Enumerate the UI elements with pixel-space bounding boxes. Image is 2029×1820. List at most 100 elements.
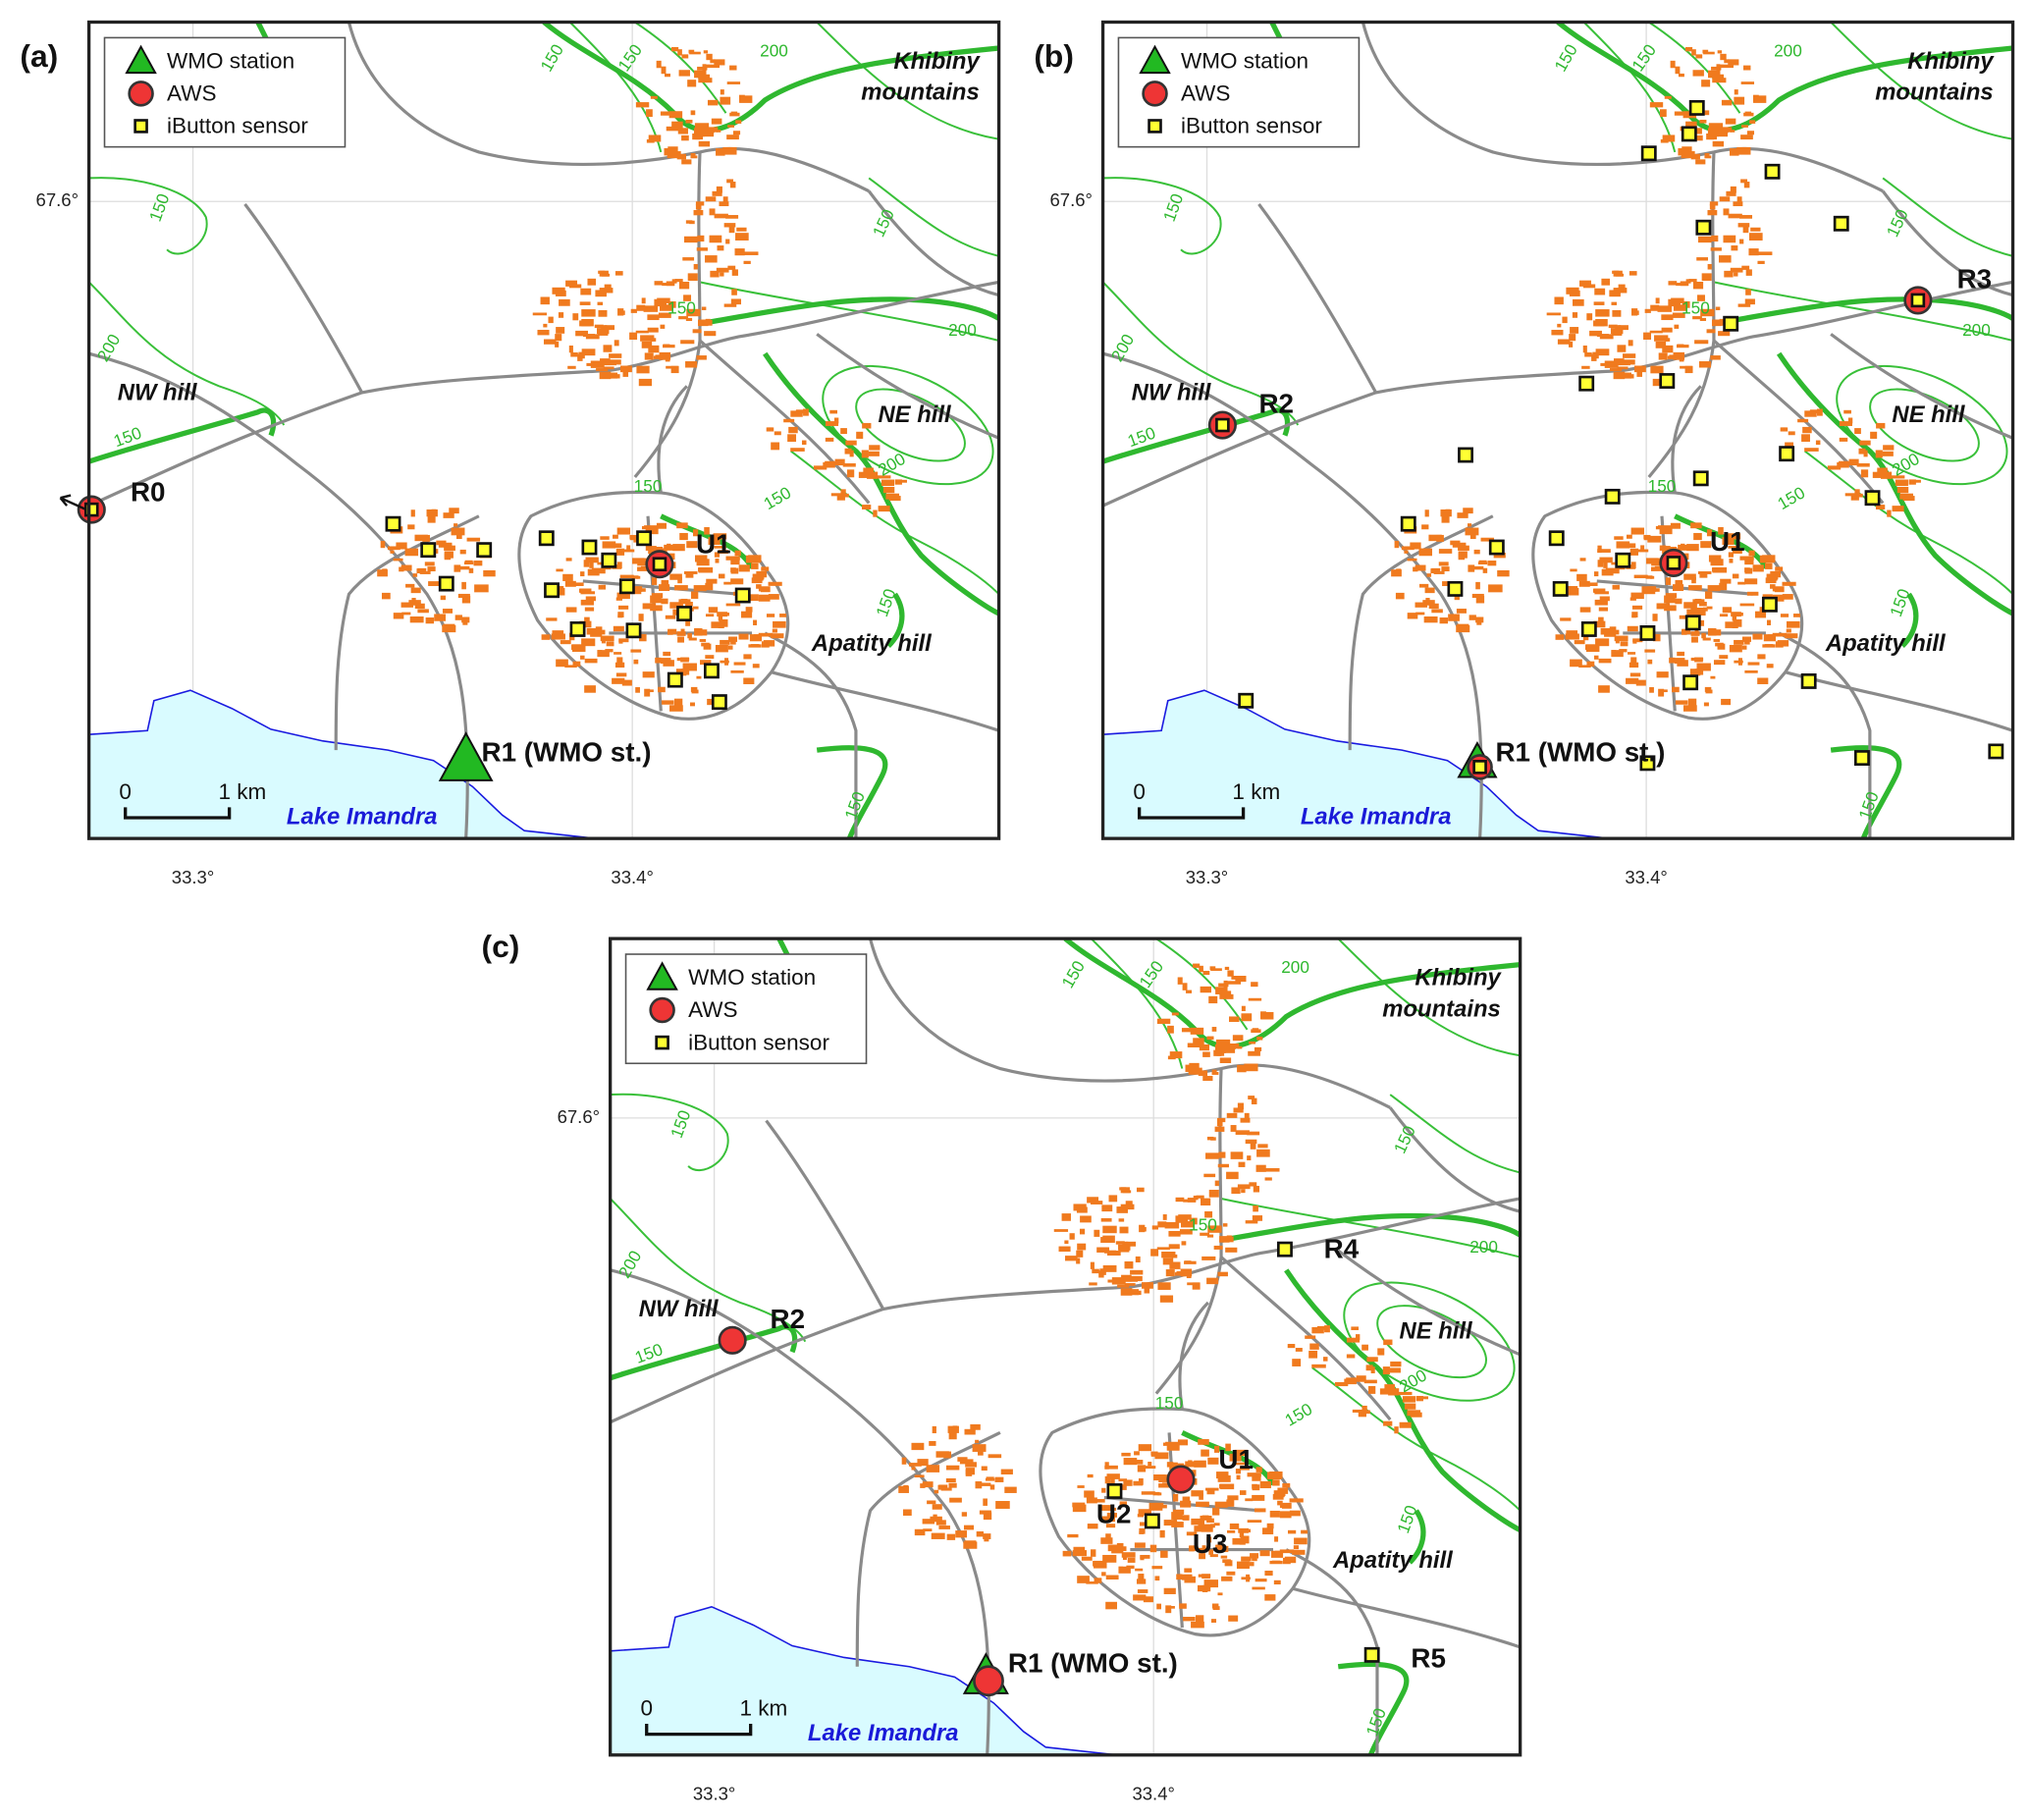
ibutton-sensor — [703, 663, 720, 679]
map-frame — [608, 937, 1522, 1757]
mountain-label: mountains — [1382, 995, 1500, 1022]
ibutton-sensor — [1988, 743, 2004, 760]
ibutton-sensor — [1148, 119, 1162, 134]
contour-label: 150 — [1648, 476, 1677, 496]
ibutton-sensor — [1488, 539, 1505, 556]
station-label: R1 (WMO st.) — [482, 736, 652, 767]
ibutton-sensor — [652, 557, 667, 572]
wmo-marker — [125, 44, 157, 75]
scale-bar — [645, 1724, 753, 1737]
ibutton-sensor — [569, 621, 586, 637]
legend-label: WMO station — [167, 49, 294, 74]
ibutton-sensor — [636, 530, 653, 547]
ibutton-sensor — [1552, 580, 1569, 597]
legend-label: iButton sensor — [167, 114, 308, 138]
place-label: Apatity hill — [1825, 630, 1947, 657]
station-label: R5 — [1411, 1642, 1446, 1673]
station-label: U1 — [1218, 1444, 1254, 1474]
longitude-label: 33.4° — [611, 867, 653, 887]
legend-label: AWS — [1181, 81, 1230, 106]
contour-label: 200 — [1469, 1237, 1498, 1257]
station-label: U1 — [1710, 526, 1745, 557]
ibutton-sensor — [1578, 375, 1595, 392]
ibutton-sensor — [1458, 447, 1473, 463]
contour-label: 200 — [1774, 41, 1802, 61]
ibutton-sensor — [544, 582, 561, 599]
longitude-label: 33.3° — [1186, 867, 1228, 887]
place-label: NW hill — [639, 1296, 720, 1322]
ibutton-sensor — [625, 622, 642, 639]
station-label: U1 — [696, 529, 731, 560]
aws-marker — [649, 996, 675, 1024]
ibutton-sensor — [476, 542, 493, 559]
ibutton-sensor — [1779, 446, 1795, 462]
ibutton-sensor — [385, 515, 401, 532]
scale-label: 0 — [119, 779, 132, 804]
ibutton-sensor — [1400, 515, 1416, 532]
ibutton-sensor — [711, 694, 727, 711]
wmo-marker — [646, 961, 678, 990]
ibutton-sensor — [133, 119, 148, 134]
ibutton-sensor — [1684, 615, 1701, 631]
mountain-label: Khibiny — [893, 48, 981, 75]
ibutton-sensor — [655, 1035, 669, 1050]
map-frame — [1100, 20, 2015, 840]
lake-label: Lake Imandra — [1301, 803, 1452, 830]
scale-bar — [124, 807, 232, 820]
place-label: NW hill — [118, 380, 198, 406]
contour-label: 150 — [1155, 1393, 1184, 1413]
ibutton-sensor — [1681, 126, 1697, 142]
ibutton-sensor — [1695, 219, 1712, 236]
longitude-label: 33.3° — [172, 867, 214, 887]
ibutton-sensor — [1106, 1483, 1123, 1499]
ibutton-sensor — [1472, 760, 1487, 775]
station-label: U2 — [1096, 1498, 1132, 1528]
place-label: NW hill — [1132, 380, 1212, 406]
mountain-label: mountains — [861, 80, 979, 106]
scale-label: 1 km — [740, 1695, 788, 1720]
longitude-label: 33.4° — [1625, 867, 1667, 887]
scale-label: 1 km — [218, 779, 266, 804]
scale-bar — [1137, 807, 1246, 820]
ibutton-sensor — [438, 575, 454, 592]
mountain-label: mountains — [1875, 80, 1993, 106]
station-label: R1 (WMO st.) — [1495, 736, 1665, 767]
offmap-arrow — [59, 494, 87, 511]
legend-label: WMO station — [688, 965, 816, 990]
latitude-label: 67.6° — [36, 189, 79, 210]
lake-label: Lake Imandra — [808, 1720, 959, 1746]
ibutton-sensor — [1659, 373, 1676, 389]
aws-marker — [973, 1665, 1004, 1697]
ibutton-sensor — [1639, 755, 1656, 772]
contour-label: 150 — [667, 298, 696, 318]
latitude-label: 67.6° — [558, 1106, 600, 1127]
station-label: R2 — [1258, 389, 1294, 419]
ibutton-sensor — [1238, 692, 1255, 709]
place-label: Apatity hill — [1332, 1547, 1454, 1574]
scale-label: 0 — [640, 1695, 653, 1720]
ibutton-sensor — [581, 539, 598, 556]
panel-label: (c) — [482, 929, 520, 964]
map-frame — [86, 20, 1001, 840]
longitude-label: 33.3° — [693, 1784, 735, 1804]
aws-marker — [1166, 1465, 1196, 1494]
panel-label: (a) — [20, 38, 58, 74]
ibutton-sensor — [1853, 750, 1870, 767]
ibutton-sensor — [1864, 490, 1881, 507]
ibutton-sensor — [1580, 621, 1597, 637]
ibutton-sensor — [1615, 552, 1631, 568]
station-label: R4 — [1324, 1233, 1360, 1263]
ibutton-sensor — [1764, 163, 1781, 180]
scale-label: 0 — [1133, 779, 1146, 804]
ibutton-sensor — [1800, 672, 1817, 689]
contour-label: 200 — [760, 41, 788, 61]
ibutton-sensor — [1604, 488, 1621, 505]
longitude-label: 33.4° — [1132, 1784, 1174, 1804]
legend-label: WMO station — [1181, 49, 1308, 74]
legend-label: AWS — [167, 81, 216, 106]
